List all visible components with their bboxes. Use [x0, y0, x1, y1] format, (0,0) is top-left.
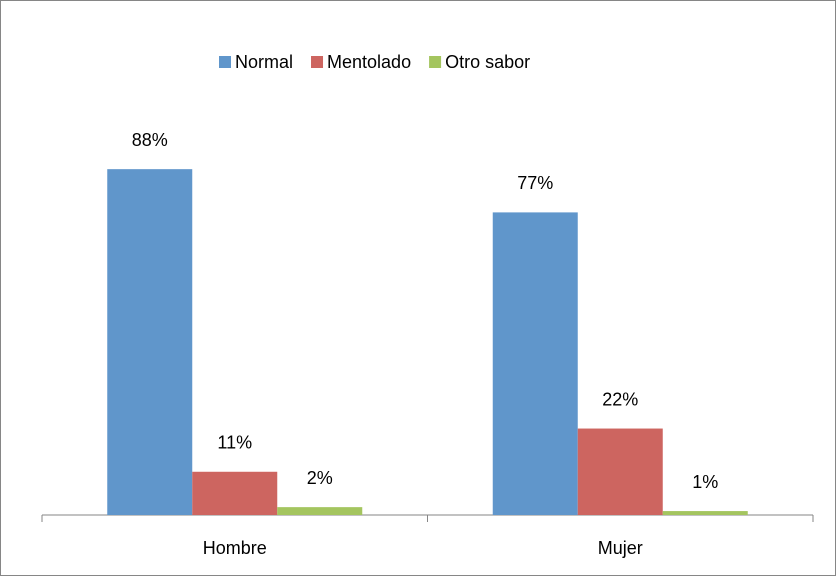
bar — [192, 471, 278, 515]
data-label: 77% — [517, 173, 553, 193]
bar — [662, 511, 748, 515]
x-tick-label: Mujer — [598, 538, 643, 558]
bar — [107, 169, 193, 515]
data-label: 11% — [217, 433, 252, 453]
legend-swatch — [219, 56, 231, 68]
legend-label: Mentolado — [327, 52, 411, 72]
data-label: 1% — [692, 472, 718, 492]
legend-swatch — [429, 56, 442, 68]
bar — [577, 428, 663, 515]
legend-swatch — [311, 56, 324, 68]
legend-label: Normal — [235, 52, 293, 72]
data-label: 22% — [602, 389, 638, 409]
data-label: 88% — [132, 130, 168, 150]
bar — [492, 212, 578, 515]
x-tick-label: Hombre — [203, 538, 267, 558]
legend-label: Otro sabor — [445, 52, 530, 72]
bar — [277, 507, 363, 515]
data-label: 2% — [307, 468, 333, 488]
